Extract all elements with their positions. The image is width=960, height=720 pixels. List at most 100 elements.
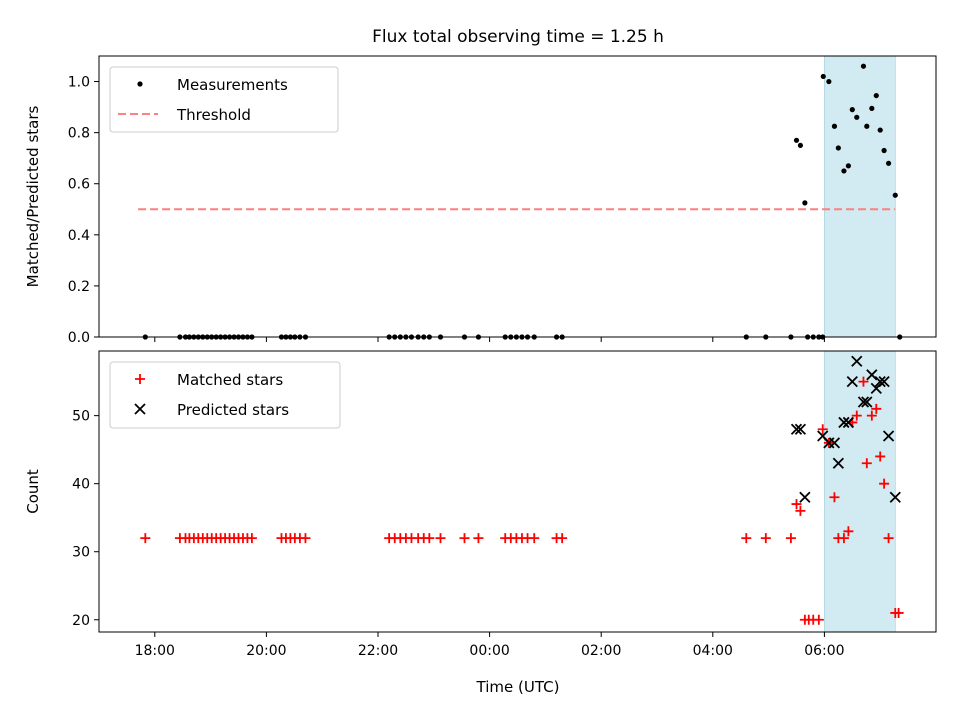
data-point-dot xyxy=(831,123,838,129)
data-point-dot xyxy=(854,114,860,120)
legend-swatch-plus xyxy=(135,374,145,384)
x-tick-label: 18:00 xyxy=(135,643,175,659)
data-point-dot xyxy=(881,147,887,154)
ratio-panel: 0.0 0.2 0.4 0.6 0.8 1.0 Matched/Predicted star… xyxy=(24,55,937,346)
data-point-dot xyxy=(797,142,804,149)
data-point-x xyxy=(828,437,841,449)
legend-label: Predicted stars xyxy=(177,401,289,419)
data-point-x xyxy=(842,416,855,429)
data-point-x xyxy=(794,423,807,435)
data-point-dot xyxy=(845,163,851,169)
data-point-x xyxy=(866,369,878,381)
data-point-dot xyxy=(873,92,879,99)
data-point-plus xyxy=(741,533,752,544)
y-tick-label: 1.0 xyxy=(68,75,90,91)
data-point-plus xyxy=(875,451,886,462)
x-tick-label: 02:00 xyxy=(581,643,621,659)
data-point-plus xyxy=(529,533,540,544)
data-point-plus xyxy=(843,526,854,537)
count-panel: 20 30 40 50 18:00 20:00 22:00 00:00 02:00 04:00 06… xyxy=(24,350,937,659)
data-point-plus xyxy=(829,492,840,503)
legend-box xyxy=(109,66,339,133)
axes-frame xyxy=(98,350,937,633)
data-point-plus xyxy=(858,376,869,387)
y-tick-label: 50 xyxy=(72,409,90,425)
data-point-dot xyxy=(793,137,800,143)
legend-label: Threshold xyxy=(176,106,251,124)
data-point-plus xyxy=(785,533,796,544)
data-point-dot xyxy=(860,63,867,69)
legend-swatch-dot xyxy=(137,81,143,87)
data-point-x xyxy=(846,375,858,388)
legend-label: Matched stars xyxy=(177,371,283,389)
y-axis-label: Count xyxy=(24,469,42,514)
data-point-x xyxy=(889,491,901,503)
data-point-plus xyxy=(459,533,470,544)
data-point-dot xyxy=(892,192,898,198)
data-point-x xyxy=(790,423,803,435)
data-point-x xyxy=(857,396,870,408)
data-point-plus xyxy=(140,533,151,544)
data-point-plus xyxy=(879,478,890,489)
y-tick-label: 0.8 xyxy=(68,126,90,142)
data-point-plus xyxy=(300,533,311,544)
data-point-x xyxy=(799,491,811,503)
data-point-plus xyxy=(866,410,877,421)
x-tick-label: 20:00 xyxy=(246,643,286,659)
data-point-dot xyxy=(877,127,883,133)
figure-title: Flux total observing time = 1.25 h xyxy=(372,27,664,47)
legend-box xyxy=(109,361,341,429)
observing-span xyxy=(824,55,896,338)
y-tick-label: 40 xyxy=(72,477,90,493)
legend-swatch-x xyxy=(134,403,146,415)
data-point-plus xyxy=(791,499,802,510)
data-point-x xyxy=(838,416,850,429)
data-point-x xyxy=(874,375,886,388)
data-point-dot xyxy=(802,200,808,206)
x-tick-label: 00:00 xyxy=(469,643,509,659)
data-point-dot xyxy=(869,105,875,111)
data-point-plus xyxy=(435,533,446,544)
data-point-dot xyxy=(820,73,826,80)
data-point-plus xyxy=(893,607,904,618)
data-point-dot xyxy=(849,107,855,113)
data-point-plus xyxy=(557,533,568,544)
y-tick-label: 0.2 xyxy=(68,279,90,295)
x-axis-label: Time (UTC) xyxy=(476,678,560,696)
data-point-x xyxy=(882,430,895,442)
x-tick-label: 06:00 xyxy=(804,643,844,659)
data-point-plus xyxy=(838,533,849,544)
data-point-dot xyxy=(864,123,870,129)
data-point-x xyxy=(878,375,890,388)
data-point-dot xyxy=(885,160,892,166)
data-point-plus xyxy=(883,533,894,544)
axes-frame xyxy=(98,55,937,338)
y-tick-label: 20 xyxy=(72,613,90,629)
data-point-plus xyxy=(246,533,257,544)
y-tick-label: 0.4 xyxy=(68,228,90,244)
data-point-x xyxy=(861,396,873,408)
data-point-dot xyxy=(835,145,841,151)
x-tick-label: 04:00 xyxy=(693,643,733,659)
data-point-plus xyxy=(871,403,882,414)
data-point-plus xyxy=(817,424,828,435)
x-tick-label: 22:00 xyxy=(358,643,398,659)
data-point-x xyxy=(832,457,844,469)
data-point-plus xyxy=(473,533,484,544)
data-point-dot xyxy=(826,78,832,85)
data-point-dot xyxy=(841,168,847,174)
data-point-plus xyxy=(813,614,824,625)
legend-label: Measurements xyxy=(177,76,288,94)
data-point-plus xyxy=(861,458,872,469)
data-point-plus xyxy=(851,410,862,421)
observing-span xyxy=(824,350,896,633)
data-point-plus xyxy=(760,533,771,544)
y-tick-label: 0.6 xyxy=(68,177,90,193)
y-tick-label: 0.0 xyxy=(68,330,90,346)
y-axis-label: Matched/Predicted stars xyxy=(24,106,42,288)
y-tick-label: 30 xyxy=(72,545,90,561)
data-point-plus xyxy=(424,533,435,544)
data-point-plus xyxy=(795,505,806,516)
data-point-x xyxy=(851,355,863,367)
